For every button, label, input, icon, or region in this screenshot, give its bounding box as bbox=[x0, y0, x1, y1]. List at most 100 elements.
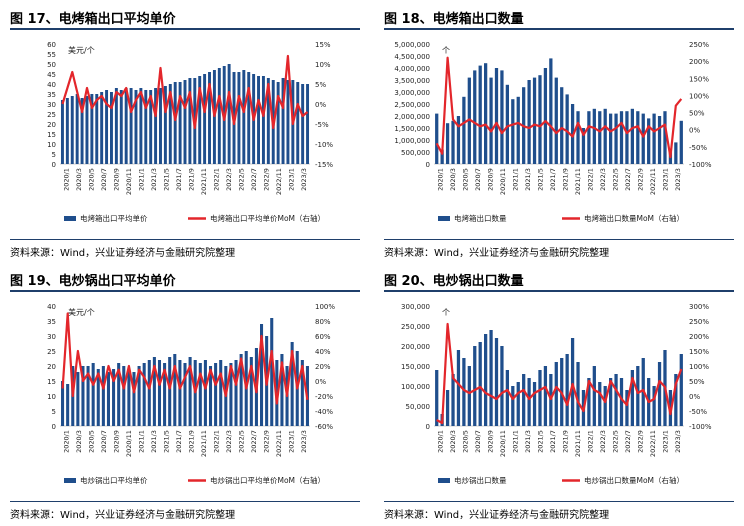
bar bbox=[516, 96, 520, 164]
x-tick-label: 2021/5 bbox=[163, 430, 171, 453]
bar bbox=[440, 149, 444, 164]
chart-oven-volume: 0 500,000 1,000,000 1,500,000 2,000,000 2,500… bbox=[394, 41, 712, 223]
bar bbox=[609, 378, 613, 426]
right-tick-label: 15% bbox=[315, 41, 331, 49]
x-tick-label: 2020/3 bbox=[449, 430, 457, 453]
bar bbox=[532, 77, 537, 164]
bar bbox=[592, 108, 596, 164]
bar bbox=[625, 111, 629, 164]
x-tick-label: 2020/3 bbox=[75, 168, 83, 191]
right-tick-label: -40% bbox=[315, 408, 333, 416]
source-rule bbox=[10, 239, 360, 240]
bar bbox=[198, 76, 202, 164]
x-tick-label: 2021/11 bbox=[200, 168, 208, 195]
bar bbox=[619, 111, 624, 164]
bar bbox=[100, 92, 104, 164]
bar bbox=[456, 116, 461, 164]
left-tick-label: 5,000,000 bbox=[394, 41, 430, 49]
bar bbox=[657, 362, 662, 426]
left-tick-label: 1,500,000 bbox=[394, 125, 430, 133]
left-tick-label: 35 bbox=[47, 91, 56, 99]
bar bbox=[290, 342, 294, 426]
left-tick-label: 60 bbox=[47, 41, 56, 49]
x-tick-label: 2022/11 bbox=[275, 168, 283, 195]
right-tick-label: 50% bbox=[689, 110, 705, 118]
bar bbox=[157, 360, 162, 426]
x-tick-label: 2021/7 bbox=[175, 168, 183, 191]
bar bbox=[105, 90, 109, 164]
left-tick-label: 40 bbox=[47, 81, 56, 89]
bar bbox=[129, 88, 133, 164]
right-tick-label: -60% bbox=[315, 423, 333, 431]
bar bbox=[110, 92, 113, 164]
bar bbox=[467, 366, 471, 426]
bar bbox=[549, 58, 553, 164]
bar bbox=[587, 378, 591, 426]
right-tick-label: 40% bbox=[315, 348, 331, 356]
bar bbox=[462, 358, 466, 426]
bar bbox=[247, 72, 251, 164]
bar bbox=[532, 382, 537, 426]
x-tick-label: 2020/1 bbox=[63, 430, 71, 453]
bar bbox=[242, 70, 246, 164]
y-unit-label: 个 bbox=[442, 308, 450, 317]
x-tick-label: 2021/7 bbox=[175, 430, 183, 453]
bar bbox=[124, 88, 128, 164]
left-tick-label: 4,500,000 bbox=[394, 53, 430, 61]
bar bbox=[500, 70, 504, 164]
bar bbox=[473, 70, 477, 164]
bar bbox=[66, 384, 70, 426]
right-tick-label: 250% bbox=[689, 318, 709, 326]
left-tick-label: 20 bbox=[47, 363, 56, 371]
source-rule bbox=[384, 501, 734, 502]
panel-title: 图 20、电炒锅出口数量 bbox=[384, 274, 524, 289]
left-tick-label: 35 bbox=[47, 318, 56, 326]
right-tick-label: 20% bbox=[315, 363, 331, 371]
left-tick-label: 25 bbox=[47, 111, 56, 119]
left-tick-label: 300,000 bbox=[401, 303, 430, 311]
bar bbox=[183, 80, 187, 164]
bar bbox=[636, 111, 640, 164]
bar bbox=[178, 82, 182, 164]
bar bbox=[570, 338, 575, 426]
bar bbox=[276, 82, 280, 164]
series-line bbox=[435, 56, 683, 159]
bar bbox=[144, 90, 148, 164]
bar bbox=[168, 357, 172, 426]
bar bbox=[173, 82, 177, 164]
x-tick-label: 2020/9 bbox=[113, 430, 121, 453]
x-tick-label: 2020/5 bbox=[88, 168, 96, 191]
x-tick-label: 2021/9 bbox=[562, 168, 570, 191]
bar bbox=[260, 324, 264, 426]
bar bbox=[65, 98, 69, 164]
bar bbox=[543, 68, 548, 164]
bar bbox=[134, 90, 138, 164]
bar bbox=[132, 372, 136, 426]
legend-label: 电烤箱出口数量MoM（右轴） bbox=[584, 213, 684, 223]
bar bbox=[306, 84, 310, 164]
bar bbox=[467, 77, 471, 164]
bar bbox=[598, 382, 602, 426]
x-tick-label: 2023/1 bbox=[288, 168, 296, 191]
bar bbox=[178, 360, 182, 426]
bar bbox=[543, 366, 548, 426]
bar bbox=[494, 338, 499, 426]
x-tick-label: 2021/7 bbox=[549, 430, 557, 453]
x-tick-label: 2021/1 bbox=[512, 430, 520, 453]
bar bbox=[657, 116, 662, 164]
x-tick-label: 2022/9 bbox=[263, 430, 271, 453]
bar bbox=[188, 78, 192, 164]
left-tick-label: 3,500,000 bbox=[394, 77, 430, 85]
bar bbox=[106, 372, 110, 426]
legend-bar-swatch bbox=[64, 216, 76, 221]
x-tick-label: 2022/5 bbox=[612, 168, 620, 191]
right-tick-label: 0% bbox=[689, 393, 700, 401]
legend-label: 电炒锅出口数量MoM（右轴） bbox=[584, 475, 684, 485]
legend-label: 电烤箱出口平均单价 bbox=[80, 213, 148, 223]
right-tick-label: -100% bbox=[689, 161, 712, 169]
x-tick-label: 2020/7 bbox=[474, 168, 482, 191]
left-tick-label: 20 bbox=[47, 121, 56, 129]
x-tick-label: 2022/3 bbox=[599, 430, 607, 453]
x-tick-label: 2023/3 bbox=[300, 168, 308, 191]
series-line bbox=[436, 322, 683, 425]
